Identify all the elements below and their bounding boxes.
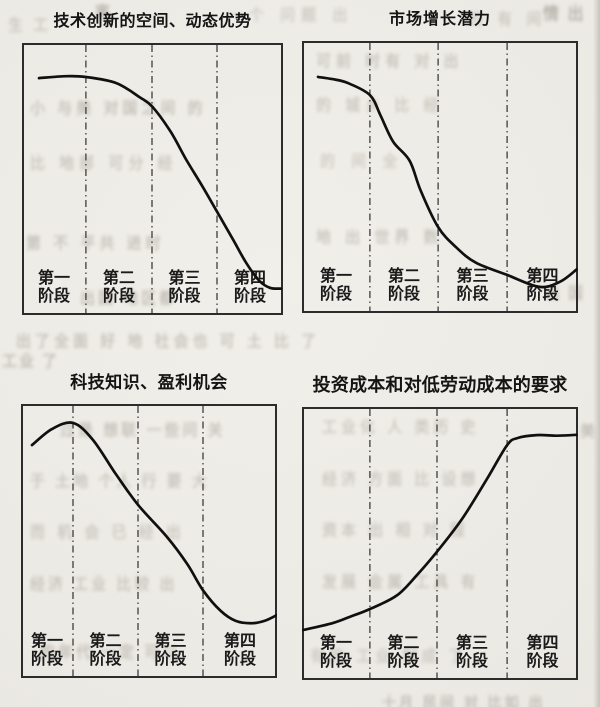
declining-curve-plot <box>302 41 578 313</box>
stage-label-2: 第二 阶段 <box>102 270 135 305</box>
bleed-through-text: 发展 金属 工具 有 <box>322 573 480 592</box>
stage-label-1: 第一 阶段 <box>30 633 63 668</box>
stage-label-4: 第四 阶段 <box>223 633 256 668</box>
bleed-through-text: 率 <box>95 3 111 22</box>
stage-label-4: 第四 阶段 <box>233 270 266 305</box>
bleed-through-text: 出国 地区都 <box>80 289 178 308</box>
bleed-through-text: 有的 工业 制成 了 <box>310 647 468 666</box>
bleed-through-text: 工业 了 <box>2 352 60 371</box>
bleed-through-text: 一个 问题 出 <box>228 6 354 25</box>
bleed-through-text: 而 机 会 已 经 出 <box>30 523 185 542</box>
bleed-through-text: 的 有 间 <box>468 10 547 29</box>
stage-labels-row: 第一 阶段 第二 阶段 第三 阶段 第四 阶段 <box>21 404 277 678</box>
stage-label-4: 第四 阶段 <box>526 635 559 670</box>
rising-curve-plot <box>302 407 578 680</box>
plot-area: 第一 阶段 第二 阶段 第三 阶段 第四 阶段 <box>22 43 283 315</box>
stage-label-2: 第二 阶段 <box>387 635 420 670</box>
stage-label-3: 第三 阶段 <box>455 635 488 670</box>
stage-label-3: 第三 阶段 <box>168 270 201 305</box>
chart-investment-labor-cost: 投资成本和对低劳动成本的要求 第一 阶段 第二 阶段 第三 阶段 第四 阶段 <box>302 371 578 680</box>
chart-title: 投资成本和对低劳动成本的要求 <box>312 375 568 395</box>
plot-area: 第一 阶段 第二 阶段 第三 阶段 第四 阶段 <box>302 41 578 313</box>
chart-market-growth-potential: 市场增长潜力 第一 阶段 第二 阶段 第三 阶段 第四 阶段 <box>302 5 578 313</box>
stage-label-2: 第二 阶段 <box>89 633 122 668</box>
bleed-through-text: 可前 时有 对 出 <box>316 52 464 71</box>
stage-labels-row: 第一 阶段 第二 阶段 第三 阶段 第四 阶段 <box>22 43 283 315</box>
chart-header: 投资成本和对低劳动成本的要求 <box>302 371 578 407</box>
chart-title: 市场增长潜力 <box>388 11 491 28</box>
chart-header: 技术创新的空间、动态优势 <box>22 7 283 43</box>
bleed-through-text: 于 土地 个人 行 要 大 <box>30 472 210 491</box>
bleed-through-text: 出了全面 好 地 社会也 可 土 比 了 <box>16 332 321 351</box>
bleed-through-text: 美 <box>580 422 596 441</box>
chart-tech-knowledge-profit: 科技知识、盈利机会 第一 阶段 第二 阶段 第三 阶段 第四 阶段 <box>21 368 277 678</box>
bleed-through-text: 小 与美 对国之间 的 <box>30 99 207 118</box>
bleed-through-text: 过是 想联 一些问 关 <box>60 421 226 440</box>
chart-tech-innovation-advantage: 技术创新的空间、动态优势 第一 阶段 第二 阶段 第三 阶段 第四 阶段 <box>22 7 283 315</box>
stage-labels-row: 第一 阶段 第二 阶段 第三 阶段 第四 阶段 <box>302 407 578 680</box>
peak-then-decline-curve-plot <box>21 404 277 678</box>
stage-label-1: 第一 阶段 <box>319 635 352 670</box>
bleed-through-text: 的年代 一定 可以 <box>40 643 181 662</box>
bleed-through-text: 情 出 <box>543 5 586 24</box>
plot-area: 第一 阶段 第二 阶段 第三 阶段 第四 阶段 <box>21 404 277 678</box>
bleed-through-text: 十月 民间 对 比如 出 <box>382 693 546 707</box>
declining-curve-plot <box>22 43 283 315</box>
stage-labels-row: 第一 阶段 第二 阶段 第三 阶段 第四 阶段 <box>302 41 578 313</box>
bleed-through-text: 比 地部 可分 经 <box>30 154 178 173</box>
stage-label-3: 第三 阶段 <box>456 268 489 303</box>
chart-title: 科技知识、盈利机会 <box>70 373 228 392</box>
chart-title: 技术创新的空间、动态优势 <box>53 13 252 30</box>
bleed-through-text: 工业化 人 类历 史 <box>322 418 480 437</box>
bleed-through-text: 第 不 平共 进时 <box>26 234 165 253</box>
plot-area: 第一 阶段 第二 阶段 第三 阶段 第四 阶段 <box>302 407 578 680</box>
bleed-through-text: 出 国 <box>545 284 586 303</box>
stage-label-4: 第四 阶段 <box>526 268 559 303</box>
bleed-through-text: 资本 出 相 对 程 <box>322 521 469 540</box>
bleed-through-text: 生 工 <box>8 16 52 35</box>
stage-label-1: 第一 阶段 <box>319 268 352 303</box>
bleed-through-text: 的 间 全 <box>320 152 404 171</box>
stage-label-2: 第二 阶段 <box>387 268 420 303</box>
stage-label-1: 第一 阶段 <box>37 270 70 305</box>
chart-header: 市场增长潜力 <box>302 5 578 41</box>
page-edge-shadow <box>593 0 600 707</box>
bleed-through-text: 地 出 世界 数 <box>316 228 444 247</box>
stage-label-3: 第三 阶段 <box>154 633 187 668</box>
chart-header: 科技知识、盈利机会 <box>21 368 277 404</box>
